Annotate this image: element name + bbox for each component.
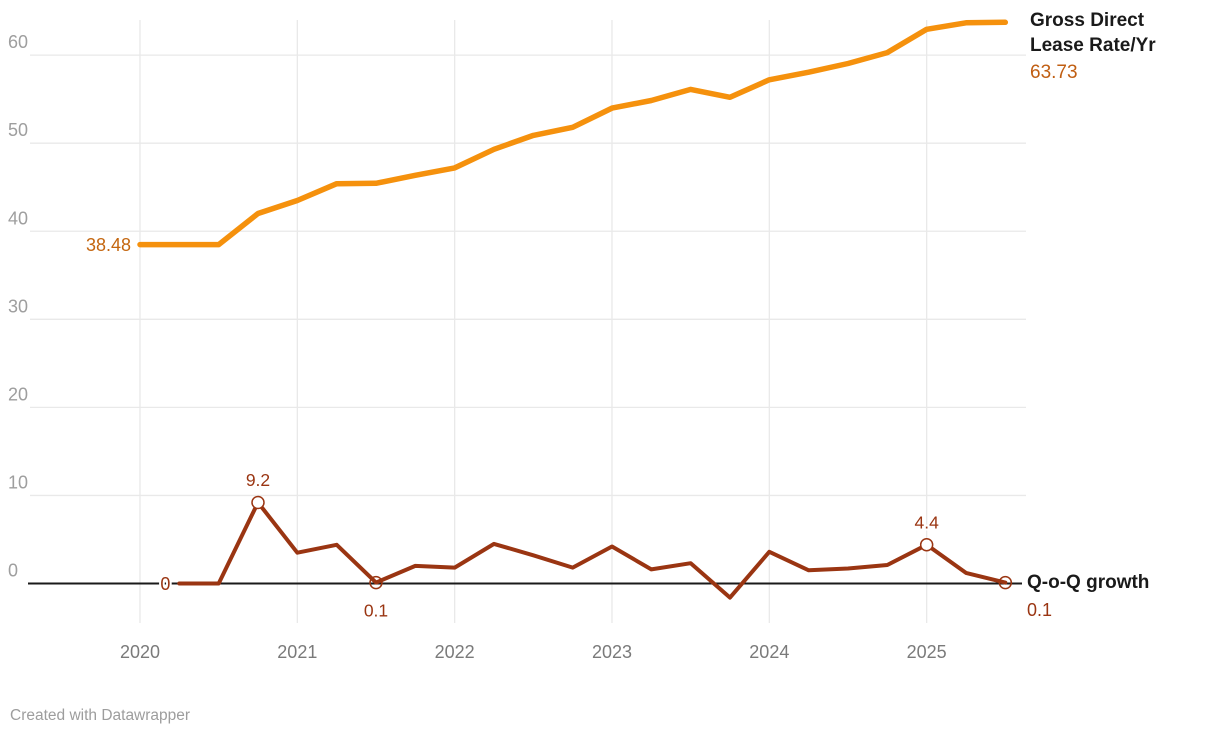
data-point-ring[interactable] [369, 575, 383, 590]
y-axis-tick-label: 0 [8, 561, 18, 581]
x-axis-tick-label: 2025 [907, 642, 947, 662]
data-point-ring[interactable] [251, 495, 265, 510]
y-axis-tick-label: 60 [8, 32, 28, 52]
y-axis-tick-label: 50 [8, 120, 28, 140]
y-axis-tick-label: 10 [8, 472, 28, 492]
point-value-label: 0.1 [364, 601, 388, 621]
x-axis-tick-label: 2020 [120, 642, 160, 662]
x-axis-tick-label: 2022 [435, 642, 475, 662]
datawrapper-credit[interactable]: Created with Datawrapper [10, 707, 191, 724]
legend-gross-value: 63.73 [1030, 62, 1078, 83]
x-axis-tick-label: 2021 [277, 642, 317, 662]
qoq-growth-line[interactable] [177, 500, 1008, 600]
point-value-label: 9.2 [246, 470, 270, 490]
legend-gross: Gross Direct Lease Rate/Yr 63.73 [1030, 8, 1190, 84]
legend-qoq-label: Q-o-Q growth [1027, 572, 1150, 593]
x-axis-tick-label: 2023 [592, 642, 632, 662]
data-point-ring[interactable] [919, 538, 934, 552]
legend-gross-label: Gross Direct Lease Rate/Yr [1030, 10, 1156, 56]
legend-qoq: Q-o-Q growth 0.1 [1027, 571, 1207, 621]
legend-qoq-value: 0.1 [1027, 600, 1053, 620]
y-axis-tick-label: 20 [8, 384, 28, 404]
y-axis-tick-label: 40 [8, 208, 28, 228]
y-axis-tick-label: 30 [8, 296, 28, 316]
gross-lease-rate-line[interactable] [137, 19, 1009, 248]
point-value-label: 4.4 [914, 512, 939, 532]
point-value-label: 38.48 [86, 235, 131, 255]
point-value-label: 0 [160, 574, 170, 594]
x-axis-tick-label: 2024 [749, 642, 789, 662]
data-point-ring[interactable] [998, 575, 1013, 590]
